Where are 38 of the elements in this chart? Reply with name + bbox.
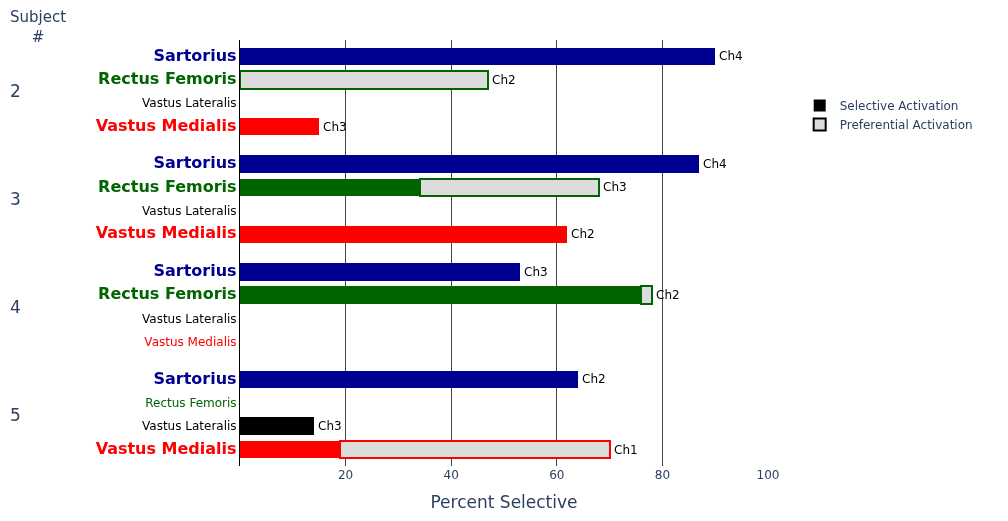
y-tick-label: Rectus Femoris <box>98 176 237 196</box>
text: 3 <box>10 189 21 209</box>
y-tick-label: Vastus Medialis <box>95 115 237 135</box>
x-tick-label: 100 <box>756 468 780 482</box>
text: Ch3 <box>524 265 548 279</box>
y-tick-label: Vastus Lateralis <box>142 311 237 326</box>
x-axis-title: Percent Selective <box>430 492 578 513</box>
y-tick-label: Sartorius <box>153 368 237 388</box>
y-tick-label: Vastus Lateralis <box>142 204 237 219</box>
y-tick-label: Vastus Medialis <box>144 335 237 350</box>
y-tick-label: Sartorius <box>153 153 237 173</box>
legend-label: Preferential Activation <box>839 118 973 133</box>
text: Ch2 <box>571 227 595 241</box>
y-tick-label: Vastus Lateralis <box>142 96 237 111</box>
text: Ch2 <box>492 73 516 87</box>
y-tick-label: Vastus Lateralis <box>142 419 237 434</box>
text: Ch3 <box>603 180 627 194</box>
text: 4 <box>10 297 21 317</box>
y-tick-label: Vastus Medialis <box>95 438 237 458</box>
text: 2 <box>10 81 21 101</box>
y-tick-label: Sartorius <box>153 45 237 65</box>
text: Ch2 <box>582 372 606 386</box>
text: Ch1 <box>614 443 638 457</box>
y-tick-label: Rectus Femoris <box>98 284 237 304</box>
x-tick-label: 80 <box>654 468 671 482</box>
y-tick-label: Vastus Medialis <box>95 223 237 243</box>
legend-label: Selective Activation <box>839 99 959 114</box>
y-tick-label: Sartorius <box>153 260 237 280</box>
x-tick-label: 20 <box>337 468 354 482</box>
x-tick-label: 60 <box>549 468 565 482</box>
x-tick-label: 40 <box>443 468 459 482</box>
text: Subject # <box>10 8 67 46</box>
y-tick-label: Rectus Femoris <box>145 396 237 410</box>
y-tick-label: Rectus Femoris <box>98 68 237 88</box>
text: Ch4 <box>719 49 743 63</box>
text: Ch4 <box>703 157 727 171</box>
text: Ch3 <box>318 419 342 433</box>
text: 5 <box>10 405 21 425</box>
